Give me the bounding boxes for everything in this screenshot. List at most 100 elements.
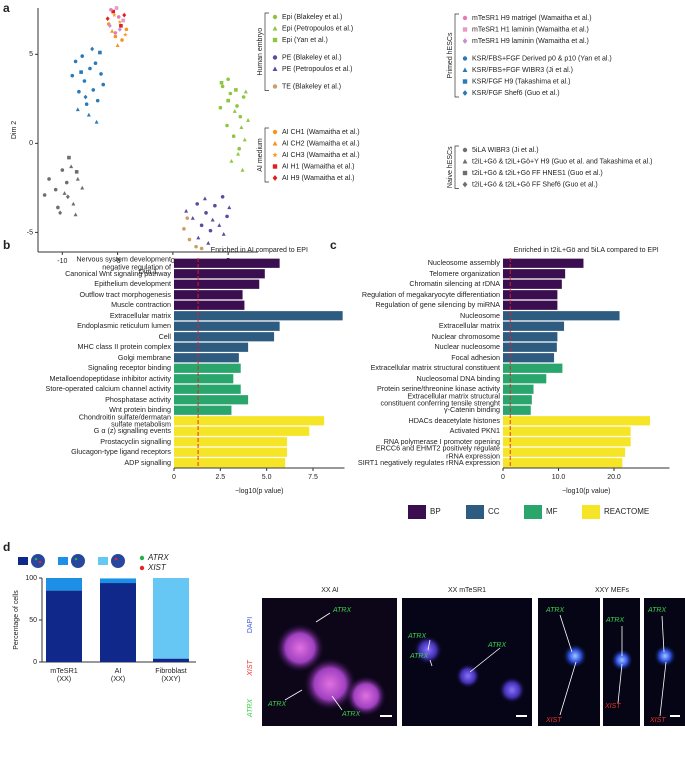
bar bbox=[503, 321, 565, 331]
marker bbox=[272, 129, 278, 135]
marker bbox=[182, 227, 186, 231]
legend-group-label: Human embryo bbox=[257, 28, 264, 76]
bar bbox=[503, 269, 566, 279]
marker bbox=[110, 28, 115, 33]
marker bbox=[80, 54, 85, 58]
bar bbox=[503, 447, 626, 457]
marker bbox=[124, 27, 129, 32]
category-label: Golgi membrane bbox=[117, 352, 171, 362]
legend-bracket bbox=[264, 127, 269, 183]
bar bbox=[503, 384, 534, 394]
marker bbox=[238, 114, 243, 119]
legend-swatch bbox=[466, 505, 484, 519]
x-tick-label: 20.0 bbox=[607, 474, 621, 481]
nucleus bbox=[499, 677, 525, 703]
legend-label: KSR/FBS+FGF Derived p0 & p10 (Yan et al.… bbox=[472, 55, 612, 62]
x-axis-label: −log10(p value) bbox=[562, 488, 610, 495]
category-label: Outflow tract morphogenesis bbox=[79, 289, 171, 299]
marker bbox=[69, 164, 74, 169]
marker bbox=[235, 104, 239, 108]
marker bbox=[82, 79, 87, 83]
marker bbox=[116, 15, 121, 19]
marker bbox=[204, 211, 208, 215]
legend-label: Epi (Petropoulos et al.) bbox=[282, 25, 353, 32]
marker bbox=[228, 91, 233, 96]
marker bbox=[462, 181, 468, 188]
bar bbox=[174, 384, 241, 394]
annotation: ATRX bbox=[332, 607, 351, 614]
marker bbox=[246, 118, 251, 122]
marker bbox=[93, 61, 98, 66]
category-label: γ-Catenin binding bbox=[444, 405, 500, 415]
legend-label: AI H1 (Wamaitha et al.) bbox=[282, 163, 355, 170]
marker bbox=[462, 147, 468, 153]
legend-label: KSR/FBS+FGF WIBR3 (Ji et al.) bbox=[472, 67, 573, 74]
marker bbox=[462, 79, 468, 84]
icon-dot bbox=[38, 560, 42, 564]
legend-label: mTeSR1 H1 laminin (Wamaitha et al.) bbox=[472, 26, 589, 33]
category-label: Chromatin silencing at rDNA bbox=[409, 279, 500, 289]
marker bbox=[109, 7, 113, 12]
category-label: Endoplasmic reticulum lumen bbox=[77, 321, 171, 331]
marker bbox=[73, 212, 78, 217]
marker bbox=[196, 235, 201, 240]
marker bbox=[226, 77, 230, 82]
category-label: Signaling receptor binding bbox=[87, 363, 171, 373]
marker bbox=[123, 32, 128, 37]
legend-group-label: AI medium bbox=[257, 138, 264, 172]
category-label: G α (z) signalling events bbox=[93, 426, 171, 436]
legend-label: 5iLA WIBR3 (Ji et al.) bbox=[472, 147, 539, 154]
marker bbox=[232, 109, 237, 113]
marker bbox=[272, 37, 278, 43]
nucleus bbox=[654, 645, 676, 667]
x-tick-label: -10 bbox=[57, 258, 67, 265]
bar bbox=[503, 279, 562, 289]
annotation: ATRX bbox=[267, 701, 286, 708]
annotation: ATRX bbox=[545, 607, 564, 614]
marker bbox=[64, 180, 69, 185]
annotation: XIST bbox=[604, 703, 621, 710]
marker bbox=[90, 46, 95, 52]
legend-label: AI CH2 (Wamaitha et al.) bbox=[282, 140, 360, 147]
legend-label: t2iL+Gö & t2iL+Gö+Y H9 (Guo et al. and T… bbox=[472, 158, 653, 165]
icon-cell bbox=[71, 554, 85, 568]
bar bbox=[503, 363, 563, 373]
marker bbox=[117, 19, 123, 25]
marker bbox=[272, 164, 278, 169]
legend-label: BP bbox=[430, 507, 441, 516]
marker bbox=[202, 196, 207, 201]
category-label: Muscle contraction bbox=[111, 300, 171, 310]
icon-dot bbox=[34, 557, 38, 561]
legend-label: t2iL+Gö & t2iL+Gö FF Shef6 (Guo et al.) bbox=[472, 181, 598, 188]
marker bbox=[99, 72, 103, 76]
bar bbox=[174, 458, 286, 468]
category-label: Extracellular matrix bbox=[438, 321, 500, 331]
category-label: Nucleosome assembly bbox=[427, 258, 500, 268]
legend-label: ATRX bbox=[147, 553, 169, 562]
marker bbox=[272, 25, 278, 31]
legend-label: KSR/FGF Shef6 (Guo et al.) bbox=[472, 90, 560, 97]
category-label: Nuclear nucleosome bbox=[434, 342, 500, 352]
bar bbox=[503, 458, 623, 468]
panel-label: b bbox=[3, 238, 10, 252]
category-label: Wnt protein binding bbox=[109, 405, 171, 415]
panel-label: a bbox=[3, 1, 10, 15]
icon-swatch bbox=[98, 557, 108, 565]
legend-label: Epi (Yan et al.) bbox=[282, 37, 328, 44]
marker bbox=[122, 12, 127, 18]
marker bbox=[73, 59, 78, 64]
bar bbox=[174, 395, 249, 405]
category-label: Metalloendopeptidase inhibitor activity bbox=[49, 373, 171, 383]
marker bbox=[462, 56, 468, 61]
marker bbox=[83, 94, 88, 100]
marker bbox=[107, 23, 112, 29]
marker bbox=[65, 194, 70, 200]
legend-label: mTeSR1 H9 laminin (Wamaitha et al.) bbox=[472, 38, 589, 45]
marker bbox=[88, 66, 92, 71]
bar bbox=[174, 426, 310, 436]
x-tick-label: 2.5 bbox=[215, 474, 225, 481]
marker bbox=[113, 34, 118, 39]
marker bbox=[67, 155, 71, 160]
legend-label: Epi (Blakeley et al.) bbox=[282, 14, 342, 21]
